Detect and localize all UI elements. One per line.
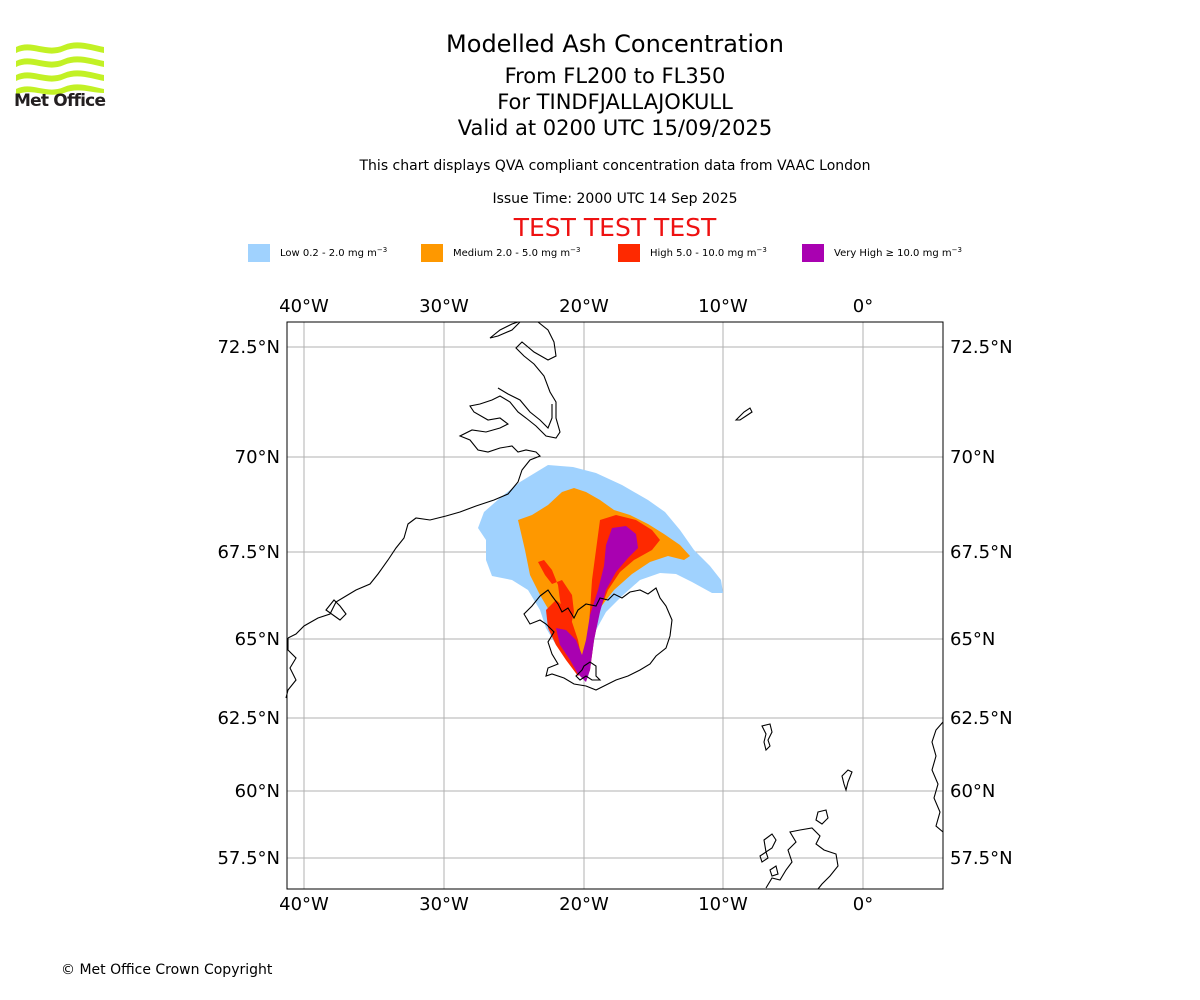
lat-tick-left: 65°N — [235, 629, 280, 650]
lon-tick-bottom: 20°W — [559, 894, 609, 915]
norway-coastline — [931, 721, 944, 833]
jan-mayen — [734, 407, 753, 421]
legend-unit-exponent: −3 — [376, 246, 388, 254]
lon-tick-bottom: 10°W — [698, 894, 748, 915]
lat-tick-right: 72.5°N — [950, 337, 1013, 358]
lat-tick-left: 60°N — [235, 781, 280, 802]
legend-label-very-high: Very High ≥ 10.0 mg m — [834, 248, 952, 259]
lon-tick-bottom: 40°W — [279, 894, 329, 915]
valid-time: Valid at 0200 UTC 15/09/2025 — [457, 116, 773, 140]
lon-tick-bottom: 0° — [853, 894, 873, 915]
left-latitude-ticks: 72.5°N 70°N 67.5°N 65°N 62.5°N 60°N 57.5… — [217, 337, 280, 869]
met-office-logo-text: Met Office — [14, 91, 106, 111]
lat-tick-right: 65°N — [950, 629, 995, 650]
lat-tick-right: 67.5°N — [950, 542, 1013, 563]
legend-swatch-low — [248, 244, 270, 262]
faroe-islands — [761, 723, 773, 752]
lon-tick-top: 20°W — [559, 296, 609, 317]
legend-label-high: High 5.0 - 10.0 mg m — [650, 248, 757, 259]
gridlines — [287, 322, 943, 889]
top-longitude-ticks: 40°W 30°W 20°W 10°W 0° — [279, 296, 873, 317]
hebrides — [759, 833, 779, 877]
right-latitude-ticks: 72.5°N 70°N 67.5°N 65°N 62.5°N 60°N 57.5… — [950, 337, 1013, 869]
orkney-islands — [815, 809, 829, 825]
greenland-east-inlet — [497, 387, 553, 429]
shetland-islands — [841, 769, 853, 792]
volcano-name: For TINDFJALLAJOKULL — [497, 90, 733, 114]
legend-label-low: Low 0.2 - 2.0 mg m — [280, 248, 377, 259]
lon-tick-bottom: 30°W — [419, 894, 469, 915]
legend-label-medium: Medium 2.0 - 5.0 mg m — [453, 248, 571, 259]
greenland-coastline — [287, 321, 561, 639]
lat-tick-left: 70°N — [235, 447, 280, 468]
lon-tick-top: 30°W — [419, 296, 469, 317]
greenland-inlet — [325, 599, 347, 621]
lat-tick-left: 57.5°N — [217, 848, 280, 869]
lon-tick-top: 40°W — [279, 296, 329, 317]
iceland-coastline — [523, 587, 673, 691]
legend-swatch-very-high — [802, 244, 824, 262]
legend-unit-exponent: −3 — [570, 246, 581, 254]
legend-unit-exponent: −3 — [756, 246, 767, 254]
met-office-logo — [16, 42, 104, 95]
lat-tick-right: 62.5°N — [950, 708, 1013, 729]
scotland-coastline — [765, 827, 839, 890]
lat-tick-left: 62.5°N — [217, 708, 280, 729]
greenland-west-coast — [285, 638, 297, 699]
lat-tick-right: 60°N — [950, 781, 995, 802]
volcano-marker — [575, 661, 602, 681]
test-banner: TEST TEST TEST — [513, 213, 717, 242]
legend-swatch-high — [618, 244, 640, 262]
flight-level-range: From FL200 to FL350 — [504, 64, 726, 88]
lon-tick-top: 10°W — [698, 296, 748, 317]
chart-title: Modelled Ash Concentration — [446, 30, 784, 58]
coastlines — [285, 321, 944, 890]
lat-tick-right: 70°N — [950, 447, 995, 468]
issue-time: Issue Time: 2000 UTC 14 Sep 2025 — [492, 191, 738, 207]
bottom-longitude-ticks: 40°W 30°W 20°W 10°W 0° — [279, 894, 873, 915]
lat-tick-left: 72.5°N — [217, 337, 280, 358]
lat-tick-left: 67.5°N — [217, 542, 280, 563]
chart-description: This chart displays QVA compliant concen… — [359, 158, 871, 174]
legend-swatch-medium — [421, 244, 443, 262]
lat-tick-right: 57.5°N — [950, 848, 1013, 869]
copyright-notice: © Met Office Crown Copyright — [61, 962, 273, 978]
map-frame — [286, 321, 944, 890]
legend-unit-exponent: −3 — [951, 246, 962, 254]
lon-tick-top: 0° — [853, 296, 873, 317]
